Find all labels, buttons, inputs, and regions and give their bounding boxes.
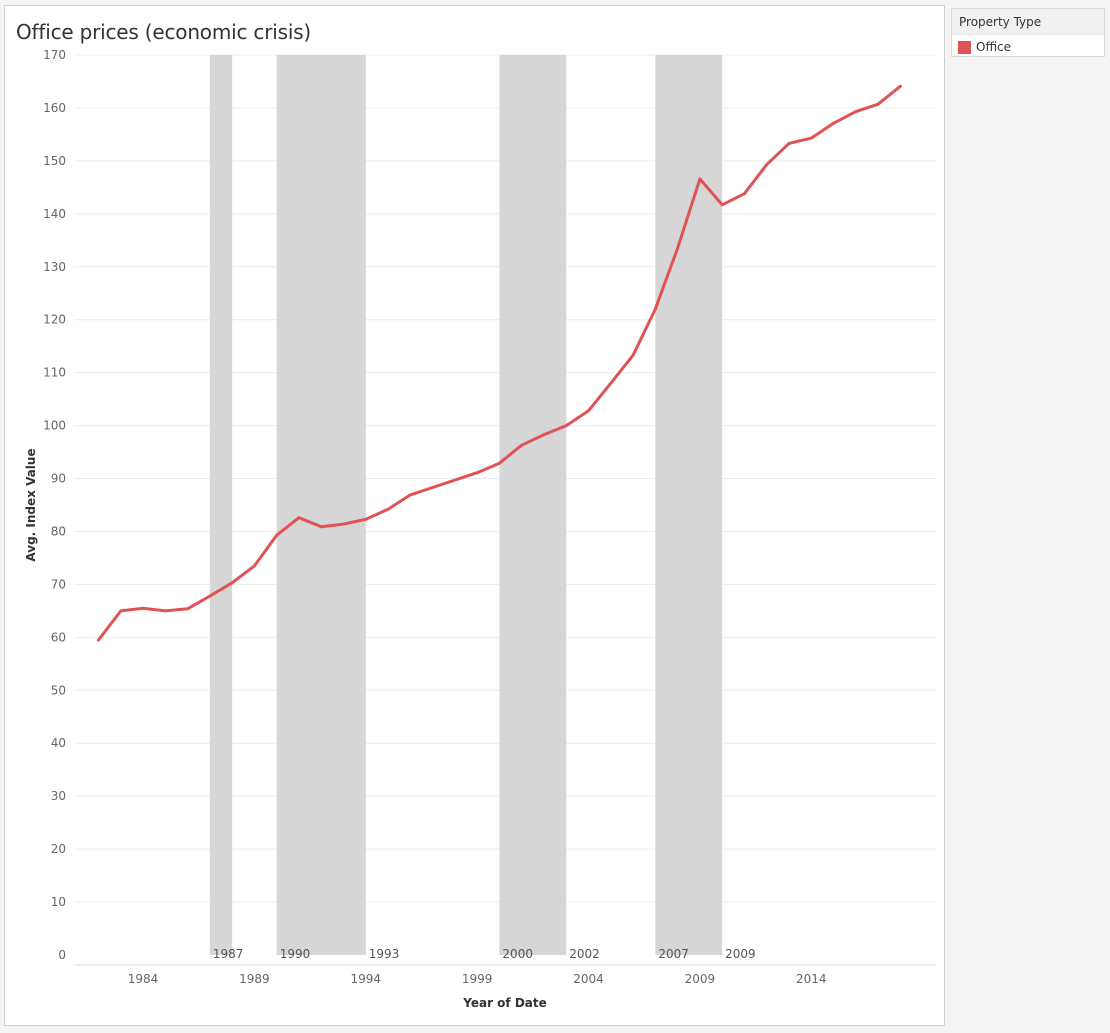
crisis-start-label: 1990: [280, 947, 311, 961]
data-point: [809, 136, 813, 140]
data-point: [386, 507, 390, 511]
y-tick-label: 30: [51, 789, 66, 803]
chart-canvas: 1987 1990 1993 2000 2002 2007 2009 0 10 20 30 40 50 6…: [24, 48, 936, 1010]
data-point: [342, 522, 345, 526]
crisis-end-label: 2002: [569, 947, 600, 961]
y-tick-label: 100: [43, 419, 66, 433]
data-point: [163, 609, 167, 613]
y-tick-label: 20: [51, 842, 66, 856]
legend-item-office[interactable]: Office: [958, 40, 1011, 54]
data-point: [832, 121, 835, 125]
y-tick-label: 50: [51, 683, 66, 697]
y-tick-label: 10: [51, 895, 66, 909]
y-axis-title: Avg. Index Value: [24, 448, 38, 561]
data-point: [542, 433, 546, 436]
chart-panel: 1987 1990 1993 2000 2002 2007 2009 0 10 20 30 40 50 6…: [4, 5, 945, 1026]
data-point: [319, 525, 323, 529]
x-tick-label: 1994: [351, 972, 382, 986]
data-point: [364, 517, 368, 521]
x-tick-label: 1984: [128, 972, 159, 986]
data-point: [141, 606, 145, 610]
legend-label: Office: [976, 40, 1012, 54]
y-tick-label: 150: [43, 154, 66, 168]
x-axis-title: Year of Date: [462, 996, 547, 1010]
data-point: [587, 409, 590, 413]
data-point: [253, 564, 256, 568]
x-tick-label: 2004: [573, 972, 604, 986]
data-point: [765, 163, 769, 166]
data-point: [97, 638, 100, 642]
data-point: [453, 478, 457, 482]
data-point: [408, 493, 412, 497]
y-tick-label: 40: [51, 736, 66, 750]
x-tick-label: 1989: [239, 972, 270, 986]
data-point: [698, 177, 702, 181]
y-tick-label: 120: [43, 313, 66, 327]
y-tick-label: 170: [43, 48, 66, 62]
y-tick-label: 70: [51, 577, 66, 591]
data-point: [475, 471, 479, 475]
data-point: [720, 203, 724, 207]
data-point: [431, 486, 435, 489]
data-point: [787, 142, 791, 145]
crisis-end-label: 1993: [369, 947, 400, 961]
data-point: [854, 110, 858, 114]
y-tick-label: 80: [51, 524, 66, 538]
y-tick-label: 130: [43, 260, 66, 274]
crisis-start-label: 2000: [502, 947, 533, 961]
crisis-band: [499, 55, 567, 955]
data-point: [898, 84, 902, 88]
x-tick-label: 2014: [796, 972, 827, 986]
data-point: [186, 607, 189, 611]
data-point: [631, 353, 635, 357]
y-tick-label: 90: [51, 472, 66, 486]
crisis-start-label: 1987: [213, 947, 244, 961]
y-tick-label: 110: [43, 366, 66, 380]
y-tick-label: 60: [51, 630, 66, 644]
data-point: [609, 381, 613, 385]
x-tick-label: 2009: [685, 972, 716, 986]
crisis-band: [209, 55, 233, 955]
crisis-start-label: 2007: [658, 947, 689, 961]
data-point: [119, 609, 123, 613]
data-point: [498, 461, 501, 465]
crisis-band: [276, 55, 366, 955]
legend-title: Property Type: [952, 9, 1104, 35]
data-point: [297, 516, 301, 520]
data-point: [876, 102, 880, 106]
y-tick-label: 140: [43, 207, 66, 221]
data-point: [676, 246, 680, 250]
data-point: [208, 594, 212, 598]
data-point: [275, 533, 279, 537]
data-point: [230, 581, 234, 585]
legend[interactable]: Property Type Office: [951, 8, 1105, 57]
crisis-band: [655, 55, 723, 955]
chart-title: Office prices (economic crisis): [16, 20, 312, 44]
data-point: [520, 443, 524, 447]
crisis-end-label: 2009: [725, 947, 756, 961]
data-point: [743, 192, 746, 196]
data-point: [653, 307, 657, 311]
y-tick-label: 0: [58, 948, 66, 962]
x-tick-label: 1999: [462, 972, 493, 986]
data-point: [564, 424, 568, 427]
y-tick-label: 160: [43, 101, 66, 115]
legend-swatch: [958, 40, 971, 54]
